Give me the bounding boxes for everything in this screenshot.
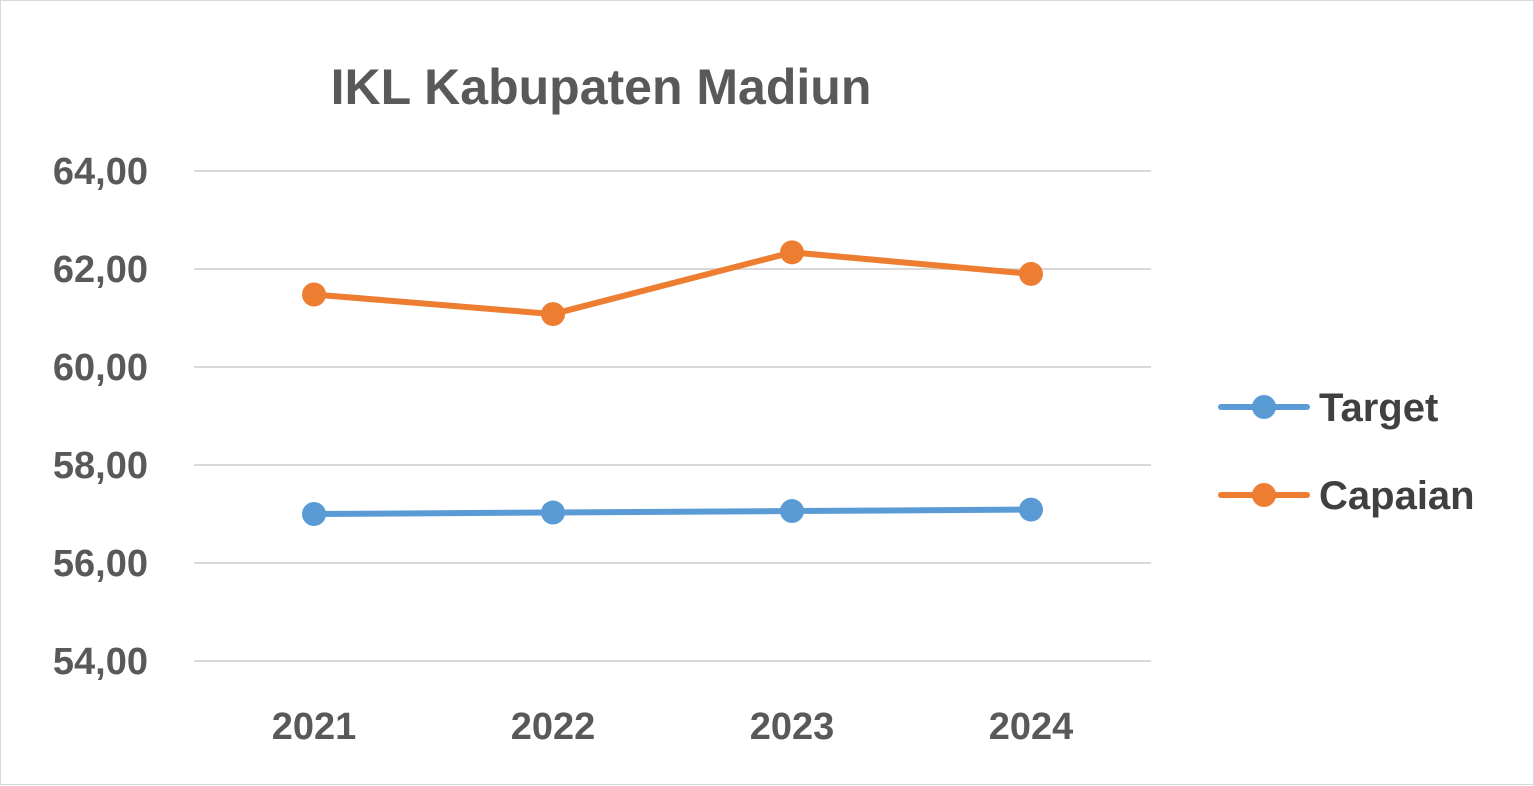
legend-label: Target — [1319, 386, 1438, 430]
data-point — [302, 282, 326, 307]
x-tick-label: 2024 — [989, 706, 1074, 748]
legend-label: Capaian — [1319, 474, 1475, 518]
chart-title: IKL Kabupaten Madiun — [331, 59, 872, 115]
data-point — [780, 240, 804, 265]
y-tick-label: 60,00 — [53, 347, 148, 389]
legend-dot-marker — [1252, 395, 1276, 419]
x-axis-tick-labels: 2021 2022 2023 2024 — [272, 706, 1074, 748]
legend-dot-marker — [1252, 483, 1276, 507]
series-line — [311, 506, 1034, 517]
x-tick-label: 2023 — [750, 706, 835, 748]
y-tick-label: 64,00 — [53, 151, 148, 193]
x-tick-label: 2021 — [272, 706, 357, 748]
data-point — [1019, 261, 1043, 286]
y-tick-label: 54,00 — [53, 641, 148, 683]
series-line — [311, 249, 1034, 318]
y-tick-label: 58,00 — [53, 445, 148, 487]
series-lines — [302, 240, 1043, 526]
data-point — [541, 500, 565, 525]
gridlines — [194, 170, 1151, 662]
legend-item-capaian: Capaian — [1218, 474, 1475, 518]
data-point — [302, 502, 326, 526]
series-target — [302, 497, 1043, 526]
data-point — [541, 302, 565, 327]
data-point — [1019, 497, 1043, 522]
y-tick-label: 62,00 — [53, 249, 148, 291]
data-point — [780, 499, 804, 524]
y-axis-tick-labels: 54,00 56,00 58,00 60,00 62,00 64,00 — [53, 151, 148, 683]
x-tick-label: 2022 — [511, 706, 596, 748]
legend: Target Capaian — [1218, 386, 1475, 518]
series-capaian — [302, 240, 1043, 327]
legend-item-target: Target — [1218, 386, 1438, 430]
y-tick-label: 56,00 — [53, 543, 148, 585]
